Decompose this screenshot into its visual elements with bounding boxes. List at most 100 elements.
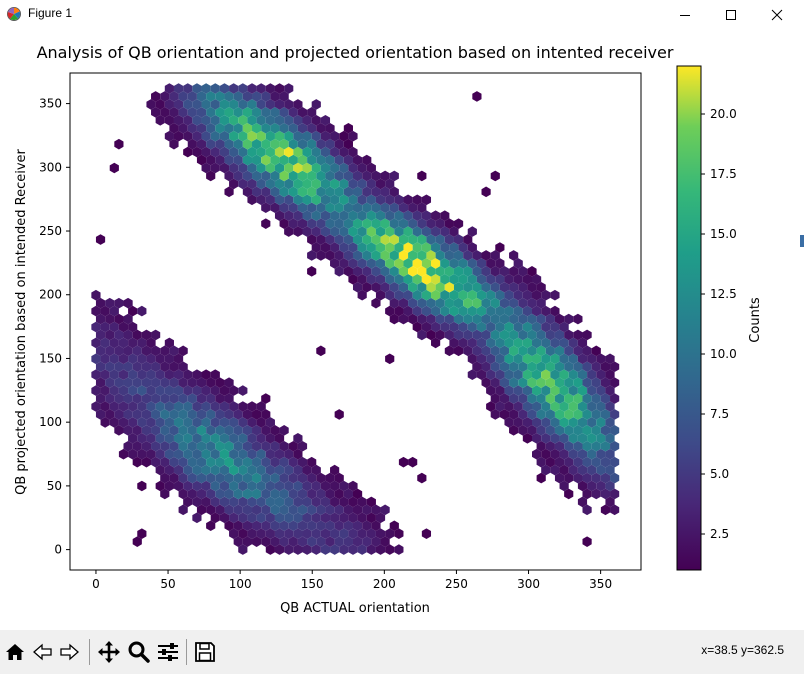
hexbin-cell	[274, 544, 285, 555]
hexbin-cell	[339, 194, 349, 206]
hexbin-cell	[242, 122, 253, 134]
hexbin-cell	[229, 99, 239, 110]
hexbin-cell	[389, 520, 399, 532]
hexbin-cell	[476, 274, 487, 285]
hexbin-cell	[215, 138, 225, 150]
window-edge-marker	[800, 235, 804, 247]
y-tick-label: 350	[39, 97, 62, 111]
maximize-button[interactable]	[708, 0, 754, 30]
hexbin-cell	[366, 242, 376, 253]
figure-canvas[interactable]: Analysis of QB orientation and projected…	[0, 30, 804, 630]
hexbin-cell	[293, 464, 303, 476]
hexbin-cell	[164, 353, 174, 365]
hexbin-cell	[440, 210, 450, 222]
hexbin-cell	[504, 369, 514, 381]
hexbin-cell	[362, 536, 372, 547]
hexbin-cell	[371, 170, 381, 182]
forward-arrow-icon	[60, 643, 79, 661]
hexbin-cell	[238, 162, 248, 174]
hexbin-cell	[582, 329, 592, 341]
pan-button[interactable]	[95, 638, 123, 666]
hexbin-cell	[192, 433, 202, 444]
hexbin-cell	[357, 178, 367, 190]
hexbin-cell	[564, 393, 574, 404]
hexbin-cell	[160, 345, 170, 357]
configure-subplots-button[interactable]	[154, 638, 182, 666]
hexbin-cell	[164, 115, 174, 126]
hexbin-cell	[192, 464, 202, 476]
hexbin-cell	[164, 369, 174, 381]
hexbin-cell	[541, 417, 551, 428]
hexbin-cell	[467, 289, 477, 301]
hexbin-cell	[334, 138, 344, 150]
hexbin-cell	[554, 345, 565, 357]
hexbin-cell	[348, 226, 358, 237]
forward-button[interactable]	[55, 638, 83, 666]
hexbin-cell	[357, 496, 367, 508]
hexbin-cell	[339, 210, 349, 222]
hexbin-cell	[146, 448, 156, 460]
hexbin-cell	[293, 115, 303, 126]
hexbin-cell	[141, 393, 152, 404]
hexbin-cell	[123, 361, 133, 373]
hexbin-cell	[178, 393, 188, 404]
hexbin-cell	[541, 369, 551, 381]
hexbin-cell	[293, 146, 303, 158]
hexbin-cell	[366, 544, 376, 555]
hexbin-cell	[210, 433, 220, 444]
hexbin-cell	[362, 218, 372, 229]
hexbin-cell	[311, 210, 321, 222]
hexbin-cell	[173, 353, 184, 365]
hexbin-cell	[343, 488, 353, 500]
hexbin-cell	[458, 321, 468, 333]
hexbin-cell	[522, 369, 532, 381]
hexbin-cell	[247, 528, 257, 540]
hexbin-cell	[132, 440, 142, 452]
save-button[interactable]	[191, 638, 219, 666]
hexbin-cell	[352, 170, 363, 182]
hexbin-cell	[495, 242, 505, 253]
hexbin-cell	[118, 321, 129, 333]
minimize-button[interactable]	[662, 0, 708, 30]
hexbin-cell	[339, 258, 349, 269]
hexbin-cell	[596, 448, 606, 460]
hexbin-cell	[421, 226, 432, 237]
hexbin-cell	[577, 496, 588, 508]
hexbin-cell	[375, 544, 386, 555]
hexbin-cell	[311, 178, 321, 190]
hexbin-cell	[348, 512, 358, 524]
hexbin-cell	[334, 170, 344, 182]
hexbin-cell	[173, 369, 184, 381]
hexbin-cell	[380, 170, 390, 182]
hexbin-cell	[573, 456, 583, 468]
hexbin-cell	[352, 281, 363, 293]
hexbin-cell	[343, 250, 353, 261]
hexbin-cell	[233, 488, 243, 500]
hexbin-cell	[518, 266, 528, 277]
hexbin-cell	[467, 258, 477, 269]
hexbin-cell	[256, 194, 266, 206]
hexbin-cell	[408, 313, 418, 325]
hexbin-cell	[238, 464, 248, 476]
hexbin-cell	[564, 313, 574, 325]
zoom-button[interactable]	[125, 638, 153, 666]
hexbin-cell	[238, 480, 248, 492]
home-button[interactable]	[1, 638, 29, 666]
back-button[interactable]	[29, 638, 57, 666]
hexbin-cell	[352, 218, 363, 229]
close-button[interactable]	[754, 0, 800, 30]
hexbin-cell	[270, 425, 280, 436]
hexbin-cell	[559, 480, 569, 492]
hexbin-cell	[297, 536, 308, 547]
hexbin-cell	[366, 178, 376, 190]
hexbin-cell	[554, 472, 565, 484]
hexbin-cell	[453, 313, 464, 325]
hexbin-cell	[173, 130, 184, 142]
hexbin-cell	[307, 266, 317, 277]
hexbin-cell	[201, 448, 211, 460]
hexbin-cell	[109, 401, 119, 412]
hexbin-cell	[357, 210, 367, 222]
hexbin-cell	[458, 258, 468, 269]
hexbin-cell	[123, 345, 133, 357]
hexbin-cell	[229, 433, 239, 444]
